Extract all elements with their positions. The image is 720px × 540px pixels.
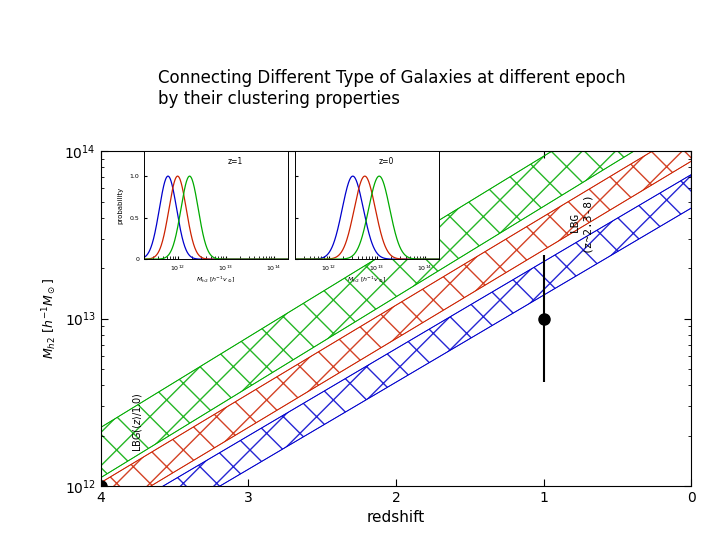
Text: z=0: z=0 (379, 157, 394, 166)
X-axis label: redshift: redshift (367, 510, 425, 525)
Y-axis label: $M_{h2}\ [h^{-1}M_\odot]$: $M_{h2}\ [h^{-1}M_\odot]$ (40, 278, 59, 359)
Text: LBG($\langle z\rangle$/1.0): LBG($\langle z\rangle$/1.0) (131, 393, 144, 453)
X-axis label: $M_{h2}\ [h^{-1}v_\odot]$: $M_{h2}\ [h^{-1}v_\odot]$ (347, 275, 387, 285)
Text: z=1: z=1 (228, 157, 243, 166)
Text: Connecting Different Type of Galaxies at different epoch
by their clustering pro: Connecting Different Type of Galaxies at… (158, 69, 626, 108)
Text: LBG
(z~2.3-8): LBG (z~2.3-8) (570, 191, 591, 252)
Y-axis label: probability: probability (118, 187, 124, 224)
X-axis label: $M_{h2}\ [h^{-1}v_\odot]$: $M_{h2}\ [h^{-1}v_\odot]$ (196, 275, 236, 285)
